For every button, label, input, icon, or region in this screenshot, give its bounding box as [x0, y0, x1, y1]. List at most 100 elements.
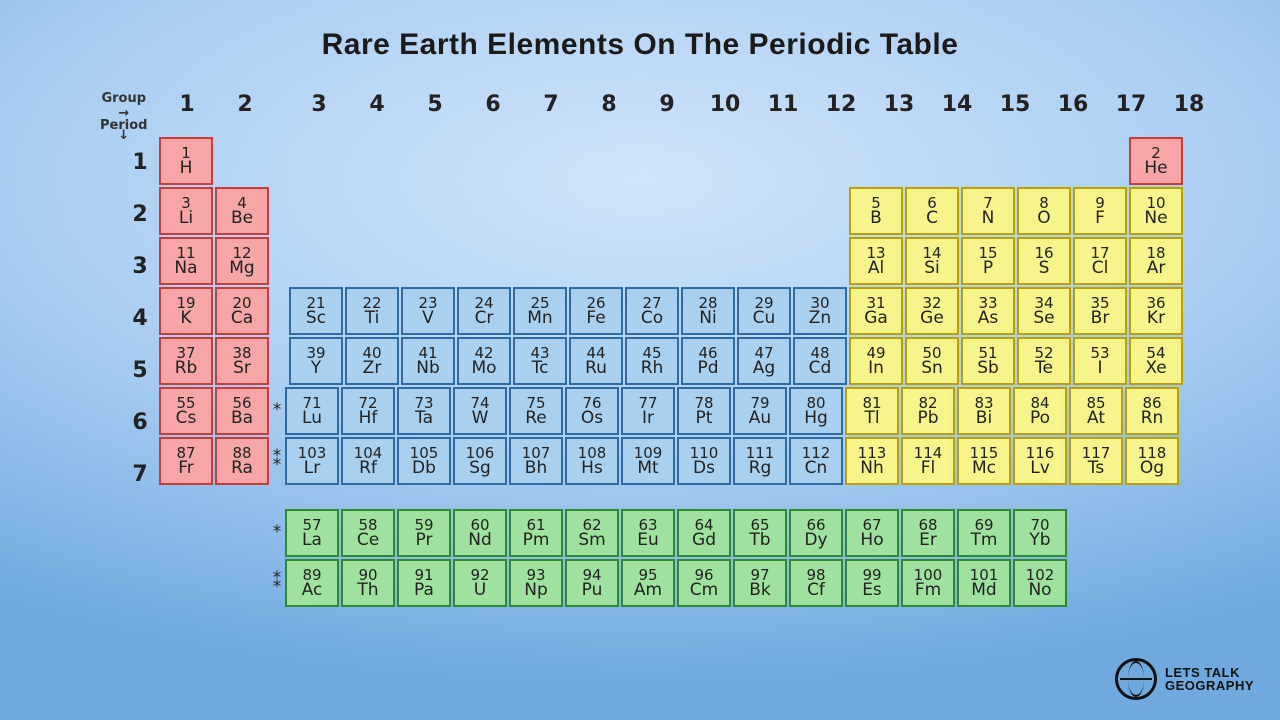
empty-cell: [961, 137, 1015, 185]
element-symbol: Np: [524, 582, 548, 599]
element-cell: 90Th: [341, 559, 395, 607]
empty-cell: [681, 187, 735, 235]
empty-cell: [271, 287, 287, 335]
element-symbol: Au: [749, 410, 771, 427]
element-cell: 100Fm: [901, 559, 955, 607]
element-symbol: Es: [862, 582, 882, 599]
group-number: 5: [406, 92, 464, 117]
element-cell: 113Nh: [845, 437, 899, 485]
element-cell: 98Cf: [789, 559, 843, 607]
table-row: 19K20Ca21Sc22Ti23V24Cr25Mn26Fe27Co28Ni29…: [158, 286, 1184, 336]
element-cell: 114Fl: [901, 437, 955, 485]
empty-cell: [457, 187, 511, 235]
element-cell: 50Sn: [905, 337, 959, 385]
empty-cell: [289, 137, 343, 185]
element-symbol: Tb: [749, 532, 770, 549]
element-symbol: Tc: [532, 360, 549, 377]
element-cell: 9F: [1073, 187, 1127, 235]
element-cell: 80Hg: [789, 387, 843, 435]
globe-icon: [1115, 658, 1157, 700]
element-symbol: Te: [1035, 360, 1053, 377]
element-symbol: Sc: [306, 310, 326, 327]
element-cell: 8O: [1017, 187, 1071, 235]
empty-cell: [271, 187, 287, 235]
element-symbol: Lv: [1030, 460, 1050, 477]
period-number: 7: [130, 448, 150, 500]
element-symbol: Ni: [699, 310, 716, 327]
element-symbol: W: [472, 410, 489, 427]
element-symbol: B: [870, 210, 882, 227]
element-cell: 10Ne: [1129, 187, 1183, 235]
element-symbol: Mn: [527, 310, 552, 327]
element-symbol: Co: [641, 310, 663, 327]
asterisk-marker: *: [270, 509, 284, 557]
element-symbol: Ra: [231, 460, 253, 477]
element-cell: 81Tl: [845, 387, 899, 435]
element-symbol: Na: [174, 260, 197, 277]
element-cell: 87Fr: [159, 437, 213, 485]
element-symbol: Cl: [1092, 260, 1109, 277]
element-cell: 74W: [453, 387, 507, 435]
element-symbol: Sn: [921, 360, 943, 377]
element-symbol: Rg: [749, 460, 772, 477]
group-number: 11: [754, 92, 812, 117]
period-number: 6: [130, 396, 150, 448]
element-cell: 5B: [849, 187, 903, 235]
element-symbol: Rb: [175, 360, 198, 377]
element-symbol: He: [1144, 160, 1167, 177]
element-cell: 36Kr: [1129, 287, 1183, 335]
element-cell: 17Cl: [1073, 237, 1127, 285]
element-cell: 40Zr: [345, 337, 399, 385]
element-symbol: I: [1097, 360, 1102, 377]
element-cell: 62Sm: [565, 509, 619, 557]
element-symbol: Er: [919, 532, 937, 549]
element-cell: 118Og: [1125, 437, 1179, 485]
element-cell: 22Ti: [345, 287, 399, 335]
element-symbol: La: [302, 532, 322, 549]
element-symbol: Ga: [864, 310, 888, 327]
group-number: 17: [1102, 92, 1160, 117]
element-symbol: Zr: [363, 360, 382, 377]
element-cell: 57La: [285, 509, 339, 557]
element-symbol: At: [1087, 410, 1105, 427]
group-number: 16: [1044, 92, 1102, 117]
element-symbol: No: [1028, 582, 1051, 599]
element-symbol: Cu: [753, 310, 776, 327]
element-symbol: Tm: [971, 532, 998, 549]
element-symbol: Hf: [359, 410, 378, 427]
element-cell: 73Ta: [397, 387, 451, 435]
group-number: 15: [986, 92, 1044, 117]
period-number: 1: [130, 136, 150, 188]
element-cell: 19K: [159, 287, 213, 335]
element-symbol: Y: [311, 360, 321, 377]
element-symbol: Ce: [357, 532, 379, 549]
element-cell: 109Mt: [621, 437, 675, 485]
logo-line2: GEOGRAPHY: [1165, 679, 1254, 692]
table-row: 37Rb38Sr39Y40Zr41Nb42Mo43Tc44Ru45Rh46Pd4…: [158, 336, 1184, 386]
element-cell: 49In: [849, 337, 903, 385]
element-symbol: Bi: [976, 410, 992, 427]
empty-cell: [1073, 137, 1127, 185]
element-cell: 64Gd: [677, 509, 731, 557]
empty-cell: [793, 237, 847, 285]
element-cell: 6C: [905, 187, 959, 235]
element-symbol: Nd: [468, 532, 492, 549]
empty-cell: [345, 187, 399, 235]
element-symbol: Ti: [365, 310, 380, 327]
empty-cell: [215, 509, 269, 557]
element-symbol: Mc: [972, 460, 996, 477]
empty-cell: [513, 137, 567, 185]
element-cell: 102No: [1013, 559, 1067, 607]
empty-cell: [569, 137, 623, 185]
element-symbol: N: [982, 210, 995, 227]
empty-cell: [513, 187, 567, 235]
group-label: Group: [101, 91, 146, 106]
table-row: 55Cs56Ba*71Lu72Hf73Ta74W75Re76Os77Ir78Pt…: [158, 386, 1184, 436]
empty-cell: [737, 187, 791, 235]
empty-cell: [737, 137, 791, 185]
element-symbol: Am: [634, 582, 662, 599]
asterisk-marker: *: [270, 387, 284, 435]
element-cell: 29Cu: [737, 287, 791, 335]
element-symbol: H: [180, 160, 193, 177]
element-cell: 18Ar: [1129, 237, 1183, 285]
